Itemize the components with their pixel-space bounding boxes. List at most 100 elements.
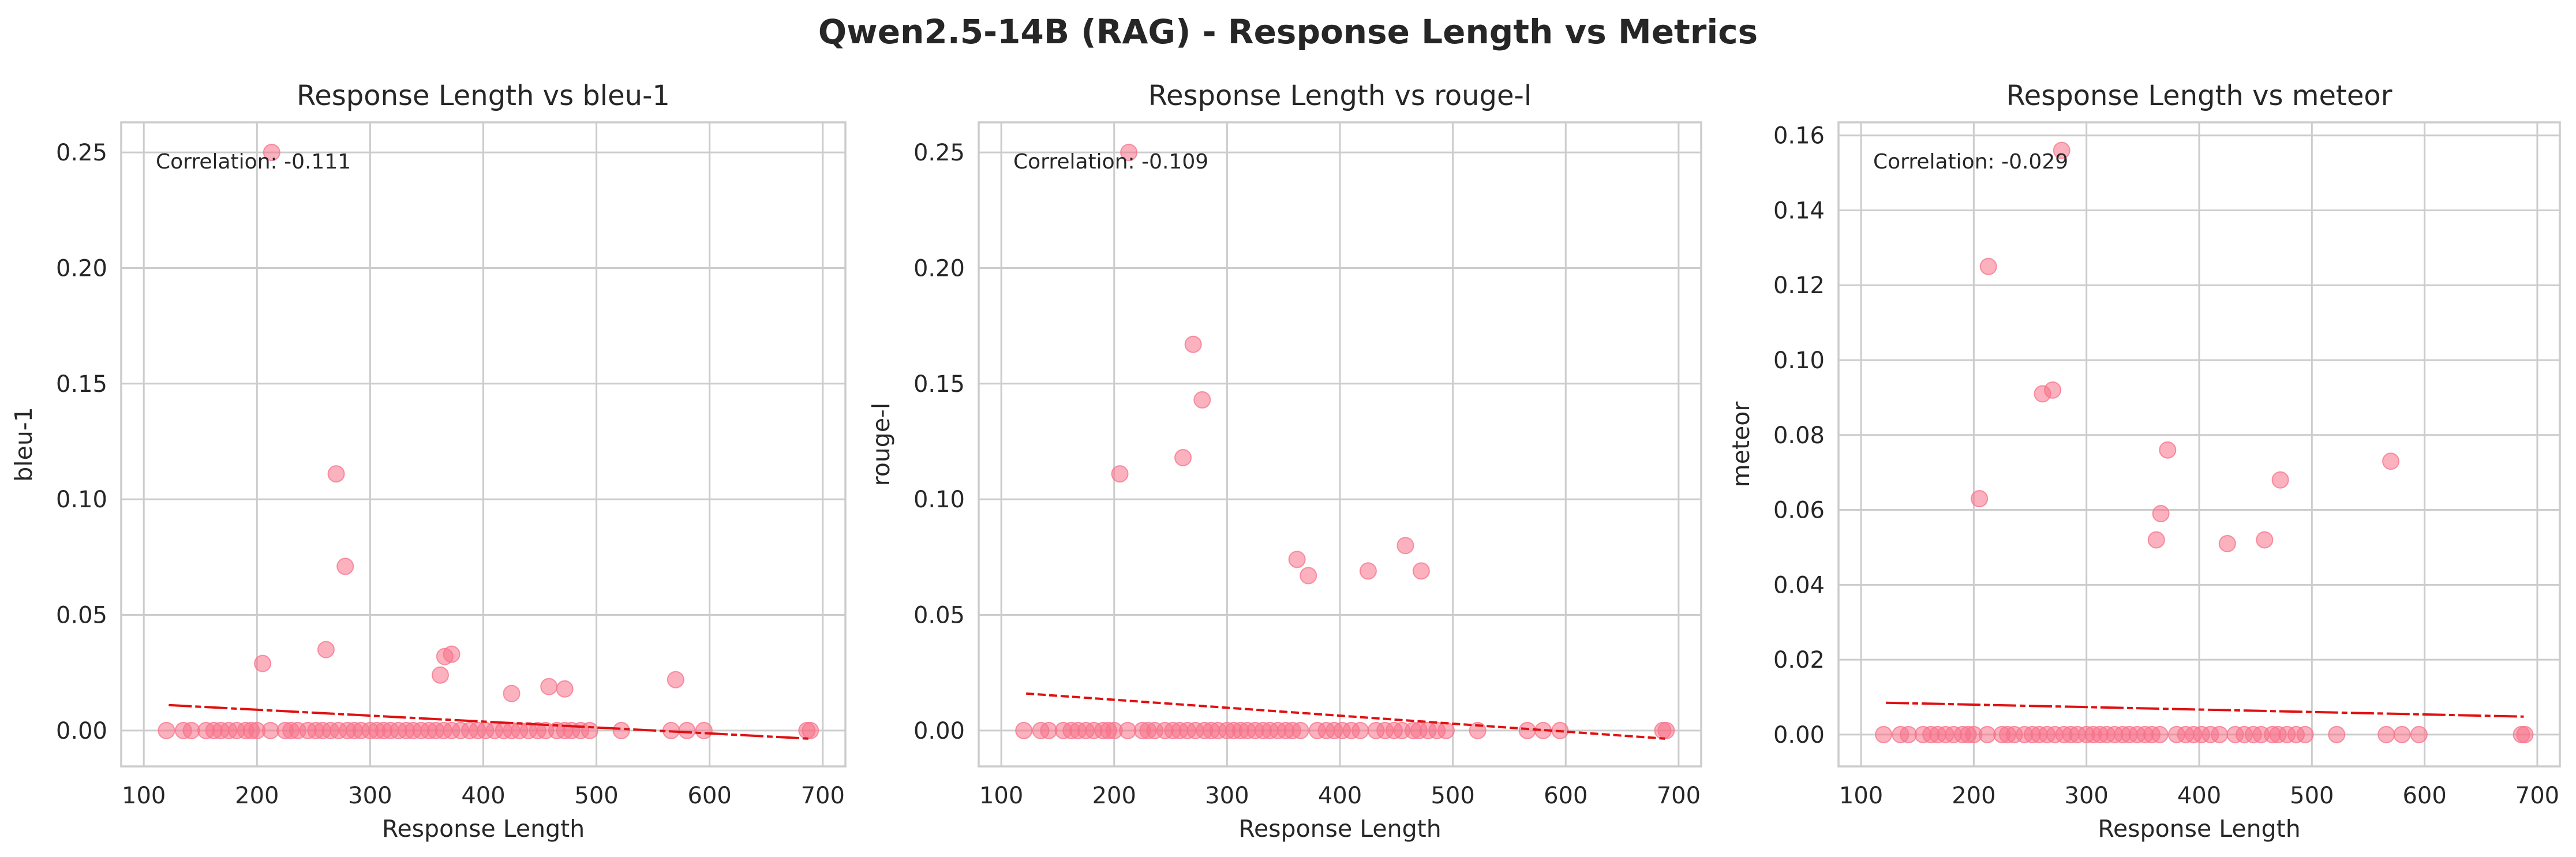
x-tick-label: 400 bbox=[461, 783, 505, 809]
correlation-annotation: Correlation: -0.111 bbox=[156, 150, 351, 174]
subplot-2: 100 200 300 400 500 600 700 0.00 0.05 0.10 0.15 0.2… bbox=[867, 80, 1702, 843]
subplot-3: 100 200 300 400 500 600 700 0.00 0.02 0.04 0.06 0.0… bbox=[1727, 80, 2561, 843]
y-tick-label: 0.15 bbox=[56, 371, 107, 398]
data-point bbox=[1300, 567, 1317, 585]
data-point bbox=[436, 648, 454, 665]
x-tick-label: 500 bbox=[2290, 783, 2334, 809]
data-point bbox=[540, 678, 558, 695]
x-axis-label: Response Length bbox=[2098, 815, 2300, 843]
data-point bbox=[2328, 725, 2346, 743]
data-point bbox=[1040, 721, 1058, 739]
data-point bbox=[581, 721, 598, 739]
y-tick-label: 0.10 bbox=[913, 486, 965, 513]
data-point bbox=[254, 654, 272, 672]
data-point bbox=[261, 721, 279, 739]
data-point bbox=[678, 721, 696, 739]
data-point bbox=[1518, 721, 1536, 739]
x-tick-label: 400 bbox=[2177, 783, 2221, 809]
x-tick-label: 300 bbox=[2065, 783, 2109, 809]
x-tick-label: 300 bbox=[1205, 783, 1249, 809]
data-point bbox=[2377, 725, 2395, 743]
x-tick-label: 100 bbox=[1839, 783, 1883, 809]
trend-line bbox=[1026, 692, 1665, 740]
x-tick-label: 400 bbox=[1318, 783, 1362, 809]
data-point bbox=[263, 144, 280, 162]
data-point bbox=[2159, 441, 2177, 459]
x-tick-label: 200 bbox=[235, 783, 279, 809]
axes-frame bbox=[978, 121, 1702, 768]
y-tick-label: 0.14 bbox=[1773, 197, 1825, 224]
y-tick-label: 0.10 bbox=[56, 486, 107, 513]
data-point bbox=[1015, 721, 1033, 739]
data-point bbox=[2211, 725, 2229, 743]
x-tick-label: 300 bbox=[348, 783, 392, 809]
y-axis-label: rouge-l bbox=[867, 403, 895, 486]
y-tick-label: 0.08 bbox=[1773, 422, 1825, 449]
data-point bbox=[1979, 257, 1997, 275]
y-tick-label: 0.20 bbox=[56, 255, 107, 282]
x-tick-label: 500 bbox=[1431, 783, 1474, 809]
data-point bbox=[2147, 531, 2165, 549]
data-point bbox=[336, 557, 354, 575]
data-point bbox=[667, 671, 684, 688]
x-tick-label: 600 bbox=[1544, 783, 1587, 809]
data-point bbox=[1288, 551, 1306, 568]
data-point bbox=[556, 680, 574, 698]
data-point bbox=[2053, 141, 2070, 159]
y-axis-label: meteor bbox=[1727, 402, 1755, 488]
data-point bbox=[1412, 562, 1430, 580]
data-point bbox=[1119, 721, 1137, 739]
data-point bbox=[612, 721, 630, 739]
data-point bbox=[1111, 465, 1129, 483]
axes-frame bbox=[1837, 121, 2561, 768]
y-tick-label: 0.15 bbox=[913, 371, 965, 398]
x-tick-label: 700 bbox=[1657, 783, 1701, 809]
figure-title: Qwen2.5-14B (RAG) - Response Length vs M… bbox=[818, 12, 1758, 51]
x-tick-label: 700 bbox=[801, 783, 845, 809]
data-point bbox=[2256, 531, 2274, 549]
y-tick-label: 0.20 bbox=[913, 255, 965, 282]
data-point bbox=[431, 666, 449, 684]
data-point bbox=[1359, 562, 1377, 580]
y-tick-label: 0.04 bbox=[1773, 572, 1825, 598]
data-point bbox=[158, 721, 175, 739]
data-point bbox=[1184, 335, 1202, 353]
y-tick-label: 0.10 bbox=[1773, 347, 1825, 374]
y-tick-label: 0.05 bbox=[56, 602, 107, 629]
y-tick-label: 0.00 bbox=[913, 718, 965, 744]
x-axis-label: Response Length bbox=[382, 815, 585, 843]
y-tick-label: 0.12 bbox=[1773, 272, 1825, 299]
data-point bbox=[802, 721, 819, 739]
data-point bbox=[695, 721, 713, 739]
data-point bbox=[317, 641, 335, 658]
y-tick-label: 0.25 bbox=[913, 140, 965, 166]
data-point bbox=[2034, 385, 2051, 403]
x-tick-label: 500 bbox=[574, 783, 618, 809]
data-point bbox=[2516, 725, 2534, 743]
axes-frame bbox=[120, 121, 847, 768]
data-point bbox=[2151, 725, 2169, 743]
x-tick-label: 200 bbox=[1952, 783, 1995, 809]
data-point bbox=[1900, 725, 1918, 743]
correlation-annotation: Correlation: -0.109 bbox=[1013, 150, 1208, 174]
y-tick-label: 0.06 bbox=[1773, 497, 1825, 524]
data-point bbox=[1174, 449, 1192, 467]
x-tick-label: 200 bbox=[1092, 783, 1136, 809]
data-point bbox=[1120, 144, 1138, 162]
data-point bbox=[2393, 725, 2411, 743]
subplot-title: Response Length vs meteor bbox=[2006, 80, 2392, 112]
data-point bbox=[2382, 452, 2400, 470]
correlation-annotation: Correlation: -0.029 bbox=[1873, 150, 2068, 174]
data-point bbox=[1396, 537, 1414, 555]
x-tick-label: 700 bbox=[2515, 783, 2559, 809]
subplot-title: Response Length vs rouge-l bbox=[1148, 80, 1532, 112]
x-tick-label: 600 bbox=[688, 783, 732, 809]
data-point bbox=[2271, 471, 2289, 489]
y-tick-label: 0.02 bbox=[1773, 647, 1825, 673]
y-tick-label: 0.25 bbox=[56, 140, 107, 166]
y-tick-label: 0.00 bbox=[56, 718, 107, 744]
y-tick-label: 0.05 bbox=[913, 602, 965, 629]
data-point bbox=[1971, 490, 1989, 508]
